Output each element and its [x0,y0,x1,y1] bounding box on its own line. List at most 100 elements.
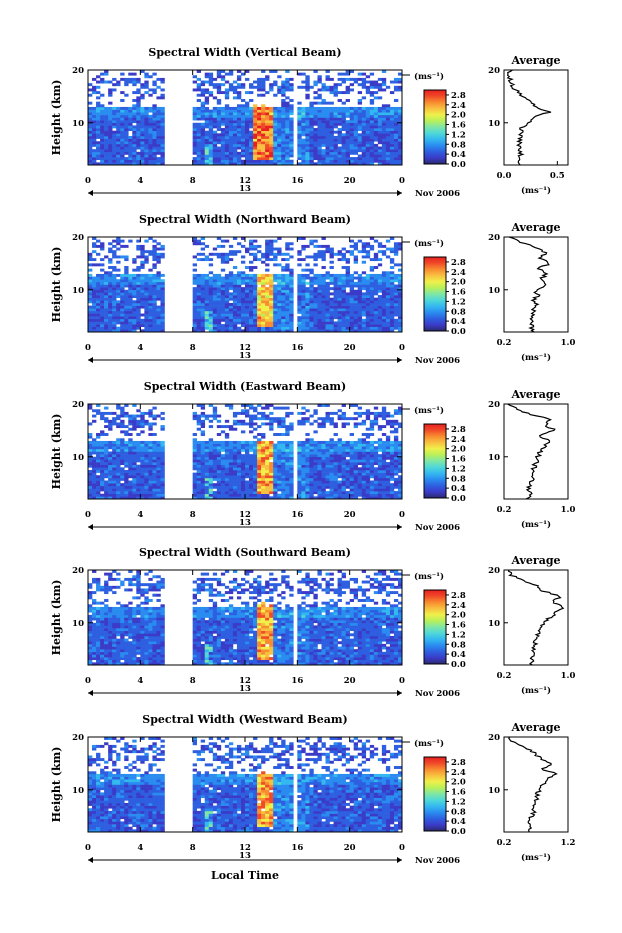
heatmap-cell [209,494,213,497]
heatmap-cell [92,292,96,295]
heatmap-cell [120,467,124,470]
heatmap-cell [297,295,301,298]
heatmap-cell [104,125,108,128]
heatmap-cell [136,486,140,489]
heatmap-cell [136,422,140,425]
heatmap-cell [305,308,309,311]
heatmap-cell [148,269,152,272]
heatmap-cell [265,316,269,319]
heatmap-cell [301,73,305,76]
heatmap-cell [269,470,273,473]
heatmap-cell [245,147,249,150]
heatmap-cell [132,139,136,142]
heatmap-cell [269,425,273,428]
heatmap-cell [313,136,317,139]
heatmap-cell [229,86,233,89]
heatmap-cell [317,128,321,131]
heatmap-cell [273,462,277,465]
heatmap-cell [96,107,100,110]
heatmap-cell [213,147,217,150]
heatmap-cell [132,277,136,280]
heatmap-cell [261,446,265,449]
heatmap-cell [326,112,330,115]
heatmap-cell [156,147,160,150]
heatmap-cell [152,486,156,489]
heatmap-cell [209,478,213,481]
heatmap-cell [237,449,241,452]
heatmap-cell [285,274,289,277]
heatmap-cell [261,481,265,484]
heatmap-cell [265,314,269,317]
heatmap-cell [378,88,382,91]
heatmap-cell [269,452,273,455]
heatmap-cell [140,488,144,491]
heatmap-cell [277,128,281,131]
heatmap-cell [112,459,116,462]
heatmap-cell [100,459,104,462]
heatmap-cell [201,81,205,84]
heatmap-cell [144,154,148,157]
heatmap-cell [350,120,354,123]
heatmap-cell [237,131,241,134]
heatmap-cell [257,454,261,457]
heatmap-cell [237,147,241,150]
heatmap-cell [241,459,245,462]
heatmap-cell [132,149,136,152]
heatmap-cell [366,110,370,113]
heatmap-cell [100,141,104,144]
heatmap-cell [273,120,277,123]
heatmap-cell [108,91,112,94]
heatmap-cell [193,290,197,293]
heatmap-cell [346,321,350,324]
heatmap-cell [100,248,104,251]
heatmap-cell [205,160,209,163]
heatmap-cell [144,157,148,160]
heatmap-cell [217,446,221,449]
heatmap-cell [100,321,104,324]
heatmap-cell [136,131,140,134]
heatmap-cell [144,292,148,295]
heatmap-cell [128,107,132,110]
heatmap-cell [386,149,390,152]
heatmap-cell [144,306,148,309]
heatmap-cell [317,102,321,105]
heatmap-cell [386,308,390,311]
heatmap-cell [197,465,201,468]
heatmap-cell [152,152,156,155]
heatmap-cell [249,266,253,269]
heatmap-cell [132,157,136,160]
heatmap-cell [144,486,148,489]
heatmap-cell [205,157,209,160]
heatmap-cell [330,314,334,317]
heatmap-cell [330,115,334,118]
heatmap-cell [132,306,136,309]
heatmap-cell [96,136,100,139]
heatmap-cell [285,282,289,285]
heatmap-cell [289,248,293,251]
heatmap-cell [257,81,261,84]
heatmap-cell [144,250,148,253]
heatmap-cell [338,290,342,293]
heatmap-cell [261,295,265,298]
heatmap-cell [281,475,285,478]
heatmap-cell [120,99,124,102]
heatmap-cell [100,430,104,433]
heatmap-cell [197,118,201,121]
heatmap-cell [245,465,249,468]
heatmap-cell [152,157,156,160]
heatmap-cell [233,446,237,449]
heatmap-cell [269,88,273,91]
heatmap-cell [100,486,104,489]
heatmap-cell [317,115,321,118]
heatmap-cell [128,149,132,152]
heatmap-cell [273,107,277,110]
heatmap-cell [92,263,96,266]
heatmap-cell [193,308,197,311]
heatmap-cell [160,120,164,123]
heatmap-cell [128,459,132,462]
heatmap-cell [321,279,325,282]
heatmap-cell [136,157,140,160]
heatmap-cell [201,430,205,433]
heatmap-cell [120,112,124,115]
heatmap-cell [253,415,257,418]
